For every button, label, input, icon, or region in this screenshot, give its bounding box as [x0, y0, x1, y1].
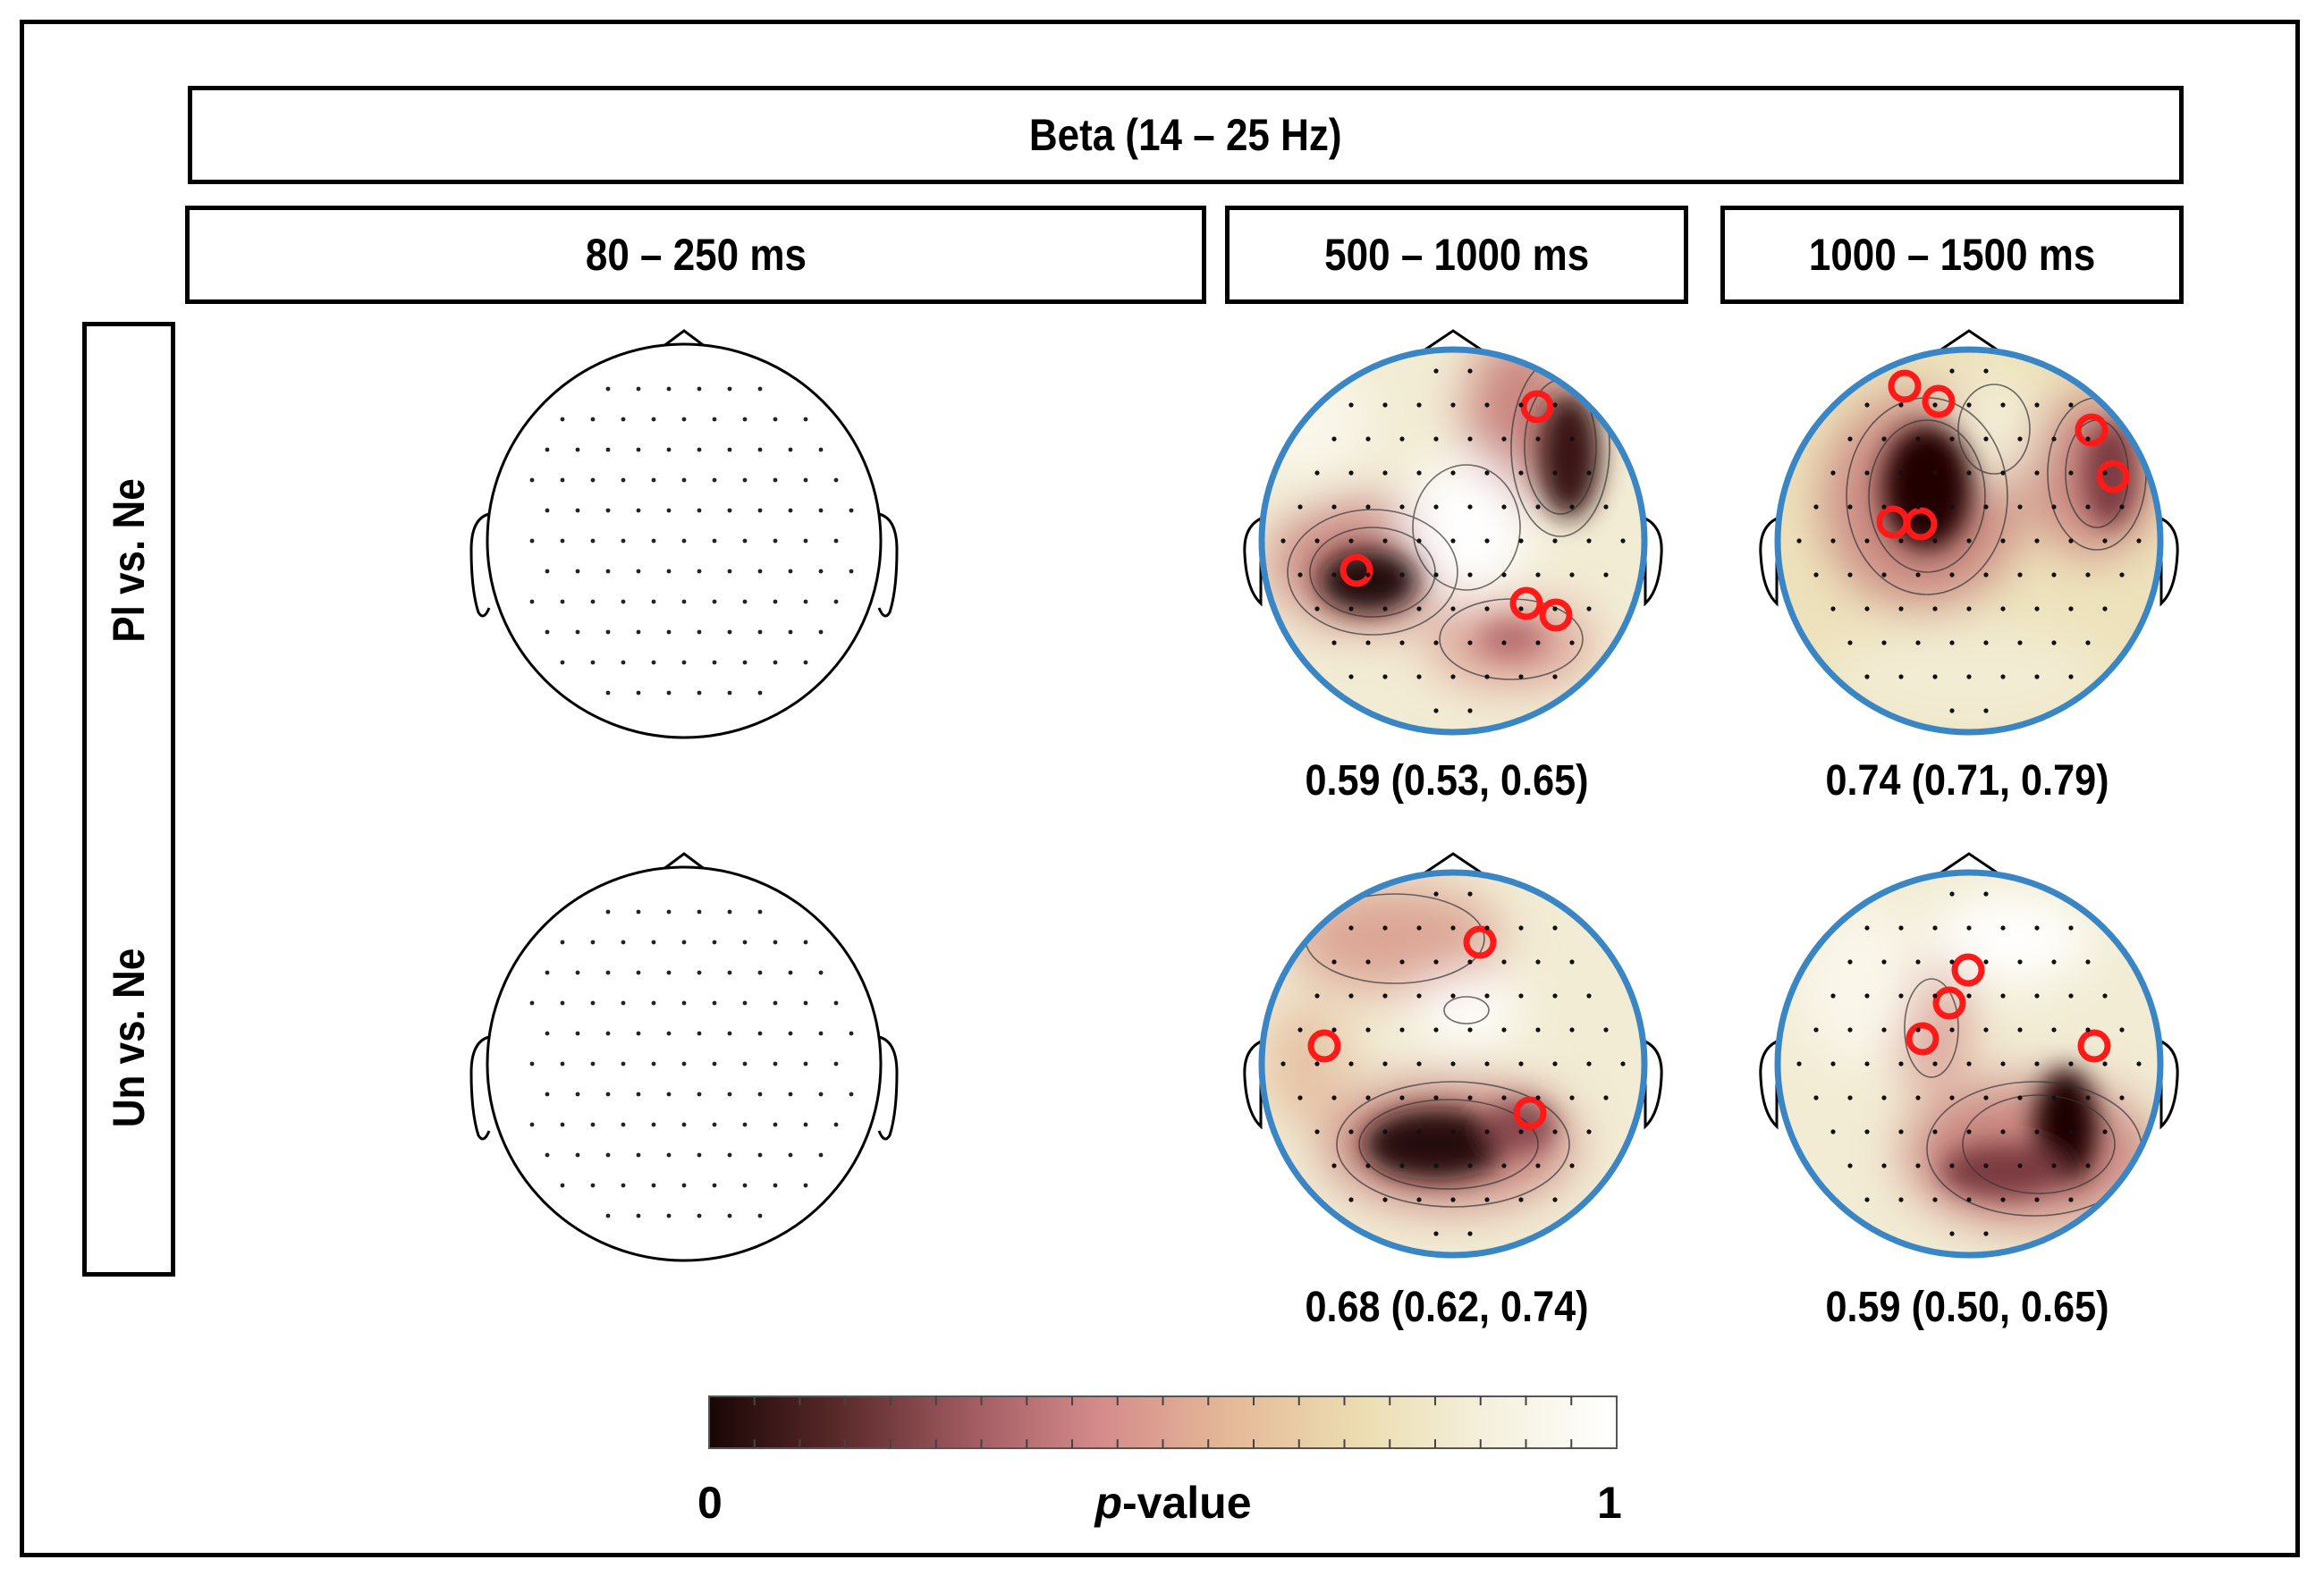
auc-pl-1000-1500: 0.74 (0.71, 0.79) [1825, 757, 2109, 805]
time-window-label: 80 – 250 ms [585, 230, 807, 280]
auc-pl-500-1000: 0.59 (0.53, 0.65) [1305, 757, 1589, 805]
auc-un-500-1000: 0.68 (0.62, 0.74) [1305, 1284, 1589, 1331]
colorbar-max-label: 1 [1597, 1478, 1622, 1528]
time-window-label: 1000 – 1500 ms [1808, 230, 2096, 280]
topomap-pl-500-1000 [1243, 329, 1663, 736]
empty-topomaps [469, 329, 899, 1262]
topomap-pl-1000-1500 [1759, 329, 2179, 736]
colorbar-min-label: 0 [697, 1478, 723, 1528]
value-text: -value [1122, 1478, 1252, 1528]
topomap-un-500-1000 [1243, 852, 1663, 1259]
topomap-un-1000-1500 [1759, 852, 2179, 1259]
band-title-box: Beta (14 – 25 Hz) [188, 86, 2184, 184]
empty-head-outline [469, 329, 899, 739]
time-window-header-2: 500 – 1000 ms [1225, 206, 1688, 304]
empty-head-outline [469, 852, 899, 1262]
time-window-header-1: 80 – 250 ms [185, 206, 1206, 304]
row-label-box [82, 322, 175, 1277]
figure-frame [20, 20, 2300, 1557]
time-window-header-3: 1000 – 1500 ms [1720, 206, 2184, 304]
p-italic: p [1094, 1478, 1123, 1528]
auc-un-1000-1500: 0.59 (0.50, 0.65) [1825, 1284, 2109, 1331]
colorbar-title: p-value [1094, 1477, 1251, 1529]
band-title: Beta (14 – 25 Hz) [1029, 110, 1342, 160]
time-window-label: 500 – 1000 ms [1323, 230, 1590, 280]
colorbar [708, 1395, 1618, 1449]
